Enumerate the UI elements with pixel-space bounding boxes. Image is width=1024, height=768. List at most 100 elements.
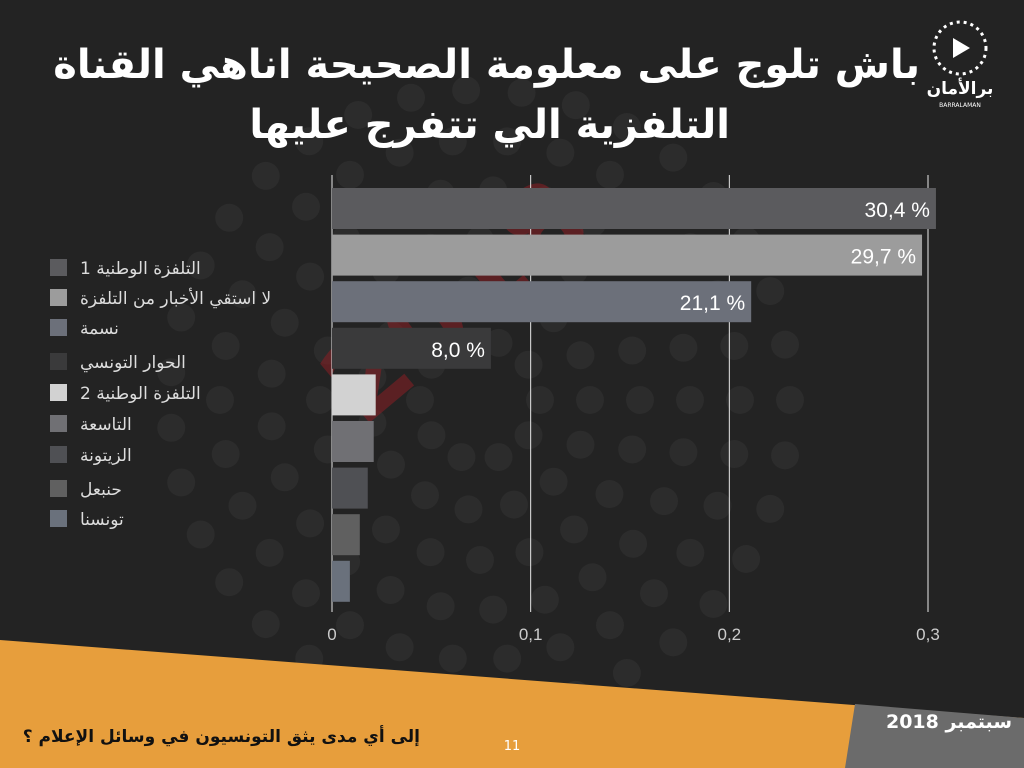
decor-dot (546, 138, 575, 167)
legend-label: لا استقي الأخبار من التلفزة (80, 288, 271, 309)
legend-swatch (50, 259, 67, 276)
decor-dot (566, 430, 595, 459)
decor-dot (596, 611, 624, 640)
logo-subtext: BARRALAMAN (939, 102, 981, 109)
decor-dot (306, 386, 334, 414)
decor-dot (561, 91, 590, 120)
decor-dot (167, 303, 196, 332)
legend-label: التاسعة (80, 415, 132, 435)
legend-swatch (50, 446, 67, 463)
decor-dot (578, 563, 607, 592)
legend-label: الحوار التونسي (80, 353, 186, 373)
decor-dot (454, 495, 483, 524)
decor-dot (157, 413, 186, 442)
decor-dot (296, 262, 325, 291)
decor-dot (292, 579, 321, 608)
decor-dot (669, 438, 698, 467)
decor-dot (771, 441, 800, 470)
decor-dot (546, 633, 575, 662)
decor-dot (251, 161, 280, 190)
decor-dot (377, 450, 406, 479)
value-label: 21,1 % (680, 292, 745, 315)
decor-dot (515, 538, 544, 567)
decor-dot (426, 592, 455, 621)
decor-dot (756, 277, 785, 306)
bar (332, 560, 350, 602)
title-line: التلفزية الي تتفرج عليها (249, 102, 730, 148)
footer-band (0, 640, 1024, 768)
bar (332, 188, 936, 229)
decor-dot (406, 386, 434, 414)
decor-dot (514, 350, 543, 379)
decor-dot (756, 494, 785, 523)
decor-dots (157, 76, 804, 724)
page-number: 11 (504, 739, 521, 754)
decor-dot (228, 280, 257, 309)
decor-dot (336, 611, 364, 640)
decor-dot (650, 487, 679, 516)
decor-dot (720, 331, 749, 360)
decor-dot (371, 515, 400, 544)
decor-dot (228, 491, 257, 520)
decor-dot (776, 386, 804, 414)
decor-dot (186, 520, 215, 549)
decor-dot (167, 468, 196, 497)
legend-swatch (50, 510, 67, 527)
decor-dot (618, 336, 647, 365)
decor-dot (186, 251, 215, 280)
bar (332, 327, 491, 369)
logo-text: برالأمان (927, 78, 994, 99)
decor-dot (484, 328, 513, 357)
decor-dot (539, 467, 568, 496)
decor-dot (619, 529, 648, 558)
legend-label: نسمة (80, 319, 119, 339)
decor-dot (251, 610, 280, 639)
decor-dot (514, 421, 543, 450)
decor-dot (438, 644, 467, 673)
x-tick-label: 0,3 (916, 625, 940, 644)
decor-dot (726, 386, 754, 414)
decor-dot (499, 490, 528, 519)
decor-dot (676, 538, 705, 567)
legend-label: حنبعل (80, 480, 122, 500)
decor-dot (295, 127, 324, 156)
decor-dot (626, 386, 654, 414)
footer-date-box (845, 704, 1024, 768)
decor-dot (397, 83, 426, 112)
decor-dot (699, 589, 728, 618)
decor-dot (215, 568, 244, 597)
decor-dot (484, 443, 513, 472)
decor-dot (385, 633, 414, 662)
chart: 0 0,1 0,2 0,3 30,4 % التلفزة الوطنية 1 29,7 % ل… (50, 175, 940, 644)
decor-dot (732, 544, 761, 573)
decor-dot (526, 386, 554, 414)
decor-dot (659, 143, 688, 172)
decor-dot (612, 113, 641, 142)
decor-dot (493, 127, 522, 156)
decor-dot (336, 160, 364, 189)
legend-swatch (50, 415, 67, 432)
decor-dot (669, 333, 698, 362)
bar (332, 514, 360, 556)
decor-dot (296, 509, 325, 538)
logo-icon (932, 20, 988, 76)
x-tick-label: 0,2 (718, 625, 742, 644)
footer-question: إلى أي مدى يثق التونسيون في وسائل الإعلا… (23, 725, 420, 747)
bar (332, 421, 374, 462)
bar (332, 374, 376, 416)
legend-swatch (50, 319, 67, 336)
decor-dot (211, 331, 240, 360)
decor-dot (676, 386, 704, 414)
bar (332, 467, 368, 509)
decor-dot (257, 412, 286, 441)
legend-swatch (50, 480, 67, 497)
legend-swatch (50, 384, 67, 401)
decor-dot (417, 421, 446, 450)
legend-label: التلفزة الوطنية 2 (80, 384, 201, 404)
footer-date: سبتمبر 2018 (886, 711, 1012, 733)
decor-dot (206, 386, 234, 414)
decor-dot (493, 644, 522, 673)
decor-dot (157, 358, 186, 387)
value-label: 8,0 % (431, 339, 485, 362)
